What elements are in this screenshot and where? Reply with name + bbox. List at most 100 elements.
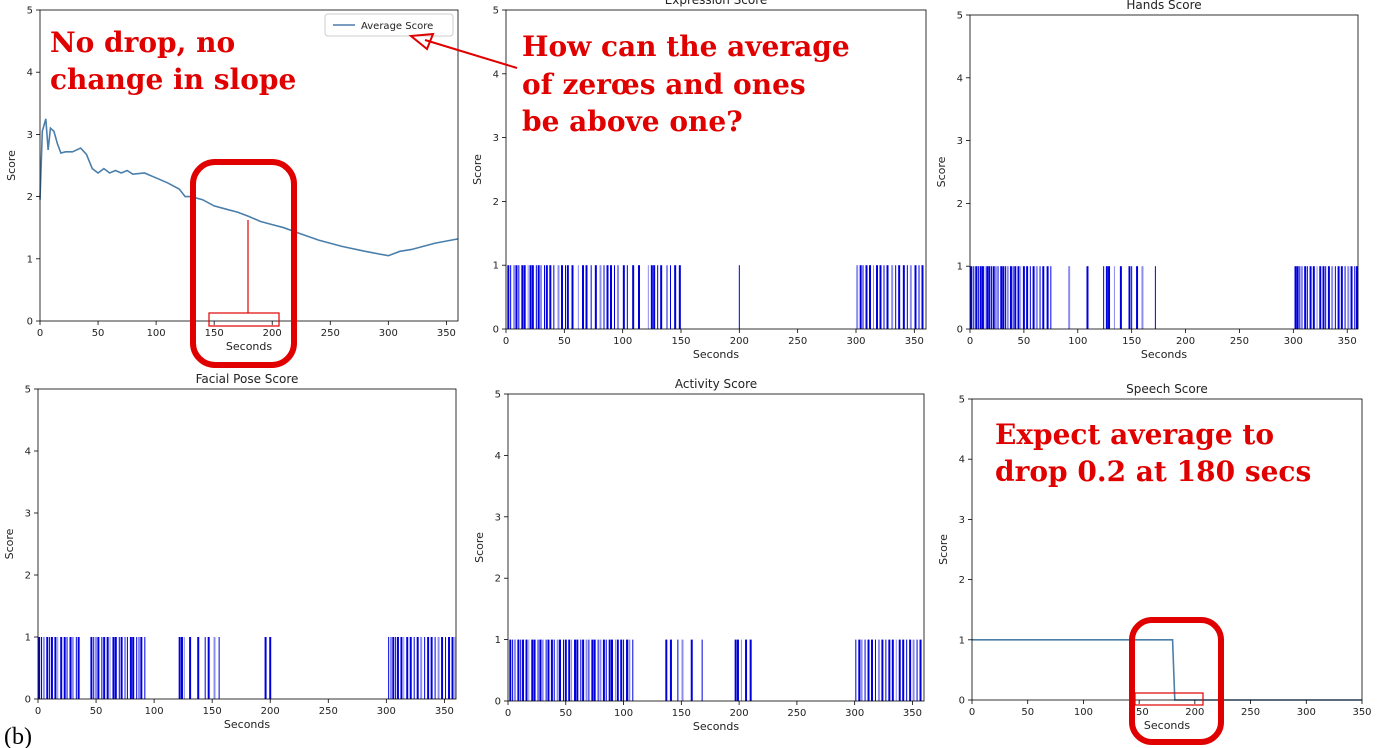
- x-axis-label: Seconds: [693, 348, 739, 361]
- y-tick-label: 4: [25, 447, 31, 458]
- y-tick-label: 1: [495, 635, 501, 646]
- x-axis-label: Seconds: [224, 718, 270, 731]
- y-axis-label: Score: [473, 532, 486, 563]
- y-axis-label: Score: [5, 150, 18, 181]
- x-axis-label: Seconds: [226, 340, 272, 353]
- x-tick-label: 200: [730, 708, 749, 719]
- annotation-line: be above one?: [522, 105, 743, 138]
- x-tick-label: 100: [147, 328, 166, 339]
- y-tick-label: 0: [959, 696, 965, 707]
- plot-frame: [39, 9, 459, 322]
- x-tick-label: 0: [969, 707, 975, 718]
- plot-frame: [971, 398, 1363, 701]
- y-tick-label: 3: [495, 512, 501, 523]
- y-tick-label: 2: [959, 575, 965, 586]
- highlight-box-speech: [1129, 617, 1224, 745]
- x-tick-label: 350: [435, 706, 454, 717]
- plot-frame: [37, 388, 457, 700]
- y-tick-label: 2: [25, 571, 31, 582]
- x-tick-label: 300: [846, 336, 865, 347]
- arrow-head: [408, 32, 435, 51]
- y-tick-label: 0: [493, 325, 499, 336]
- x-tick-label: 100: [614, 708, 633, 719]
- y-tick-label: 3: [25, 509, 31, 520]
- chart-title: Facial Pose Score: [196, 372, 299, 386]
- annotation-arrow: [408, 32, 518, 69]
- x-tick-label: 0: [37, 328, 43, 339]
- x-tick-label: 0: [35, 706, 41, 717]
- panel-label: (b): [4, 724, 32, 748]
- y-tick-label: 2: [495, 574, 501, 585]
- annotation-line: No drop, no: [50, 26, 235, 59]
- x-tick-label: 200: [261, 706, 280, 717]
- x-tick-label: 150: [672, 708, 691, 719]
- x-tick-label: 350: [1338, 336, 1357, 347]
- y-tick-label: 1: [959, 635, 965, 646]
- y-tick-label: 3: [957, 136, 963, 147]
- legend-label: Average Score: [361, 21, 433, 32]
- y-tick-label: 4: [27, 68, 33, 79]
- y-tick-label: 4: [959, 455, 965, 466]
- y-tick-label: 5: [493, 6, 499, 17]
- x-tick-label: 250: [319, 706, 338, 717]
- chart-panel-3: 0 50 100 150 200 250 300 350 0 1 2 3 4 5 Seconds Score H…: [935, 0, 1359, 361]
- x-axis-label: Seconds: [693, 720, 739, 733]
- x-tick-label: 300: [1284, 336, 1303, 347]
- plot-frame: [505, 9, 927, 330]
- chart-title: Speech Score: [1126, 382, 1208, 396]
- plot-frame: [969, 14, 1359, 330]
- y-tick-label: 2: [957, 199, 963, 210]
- x-tick-label: 50: [1018, 336, 1031, 347]
- x-tick-label: 250: [1230, 336, 1249, 347]
- x-tick-label: 250: [788, 336, 807, 347]
- x-tick-label: 50: [558, 336, 571, 347]
- x-tick-label: 300: [377, 706, 396, 717]
- chart-panel-5: 0 50 100 150 200 250 300 350 0 1 2 3 4 5 Seconds Score A…: [473, 377, 925, 733]
- y-tick-label: 5: [959, 395, 965, 406]
- x-tick-label: 250: [1241, 707, 1260, 718]
- x-tick-label: 150: [1130, 707, 1149, 718]
- y-tick-label: 4: [957, 73, 963, 84]
- series-line: [39, 118, 459, 257]
- highlight-marker-speech: [1134, 692, 1204, 706]
- x-tick-label: 150: [1122, 336, 1141, 347]
- y-tick-label: 4: [493, 69, 499, 80]
- annotation-line: Expect average to: [995, 418, 1274, 451]
- x-tick-label: 150: [671, 336, 690, 347]
- x-tick-label: 0: [503, 336, 509, 347]
- y-tick-label: 2: [493, 197, 499, 208]
- highlight-marker-average: [208, 312, 280, 327]
- y-tick-label: 4: [495, 451, 501, 462]
- y-tick-label: 3: [27, 130, 33, 141]
- annotation-average-question: How can the average of zerœs and ones be…: [522, 30, 850, 138]
- x-tick-label: 0: [967, 336, 973, 347]
- x-tick-label: 350: [1352, 707, 1371, 718]
- y-axis-label: Score: [935, 156, 948, 187]
- y-tick-label: 0: [957, 325, 963, 336]
- y-tick-label: 5: [27, 6, 33, 17]
- annotation-line: change in slope: [50, 63, 296, 96]
- highlight-box-average: [190, 159, 297, 368]
- x-tick-label: 50: [92, 328, 105, 339]
- y-tick-label: 0: [25, 695, 31, 706]
- y-tick-label: 3: [959, 515, 965, 526]
- x-tick-label: 100: [613, 336, 632, 347]
- annotation-line: How can the average: [522, 30, 850, 63]
- x-axis-label: Seconds: [1144, 719, 1190, 732]
- x-tick-label: 200: [263, 328, 282, 339]
- x-tick-label: 200: [1176, 336, 1195, 347]
- x-tick-label: 100: [145, 706, 164, 717]
- chart-title: Expression Score: [665, 0, 768, 7]
- y-tick-label: 5: [957, 11, 963, 22]
- chart-panel-6: 0 50 100 150 200 250 300 350 0 1 2 3 4 5 Seconds Score S…: [937, 382, 1372, 732]
- annotation-no-drop: No drop, no change in slope: [50, 26, 296, 96]
- y-axis-label: Score: [3, 528, 16, 559]
- y-tick-label: 5: [25, 385, 31, 396]
- y-tick-label: 2: [27, 192, 33, 203]
- chart-title: Hands Score: [1126, 0, 1201, 12]
- chart-title: Activity Score: [675, 377, 757, 391]
- arrow-shaft: [424, 39, 518, 69]
- chart-panel-4: 0 50 100 150 200 250 300 350 0 1 2 3 4 5 Seconds Score F…: [3, 372, 457, 731]
- x-tick-label: 50: [90, 706, 103, 717]
